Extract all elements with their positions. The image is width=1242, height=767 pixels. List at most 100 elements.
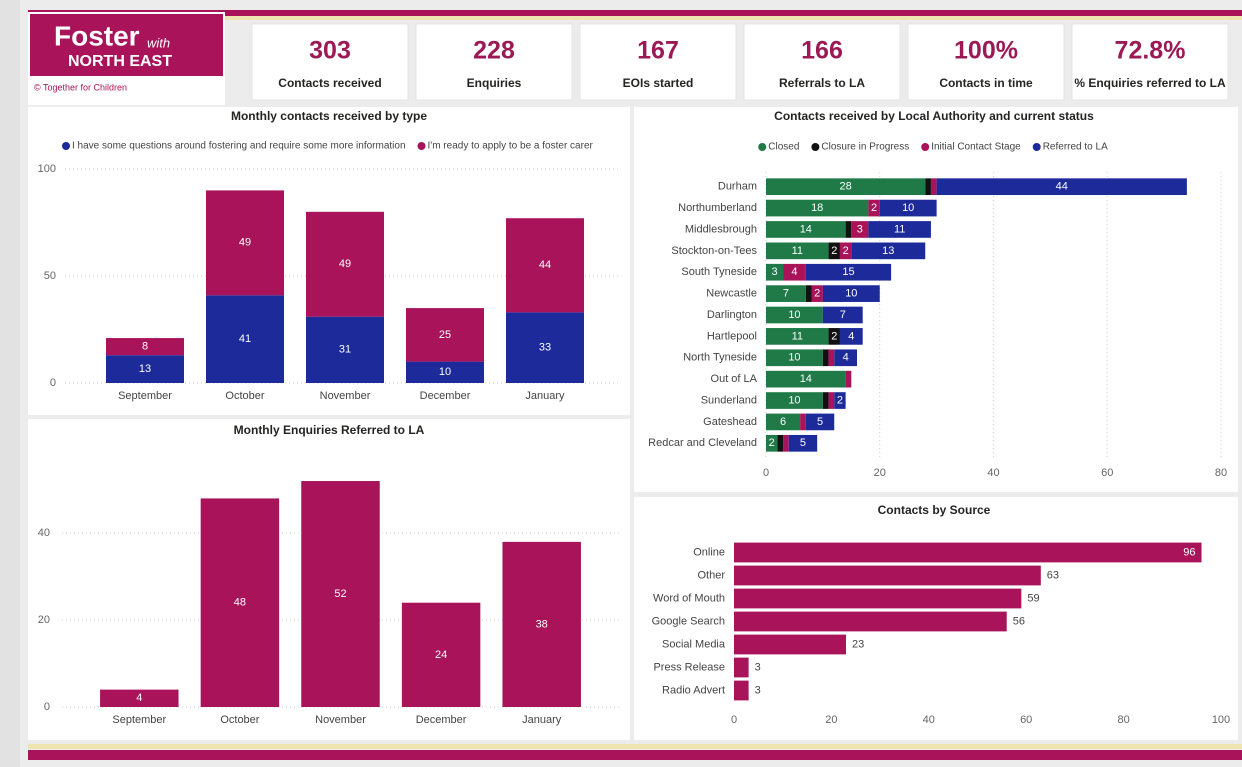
value-label: 2 [831, 330, 837, 342]
value-label: 2 [871, 202, 877, 214]
panel [634, 107, 1238, 492]
bar [766, 349, 823, 367]
legend-swatch [921, 143, 930, 151]
legend-label: Referred to LA [1043, 142, 1108, 153]
legend-label: Closure in Progress [821, 142, 909, 153]
legend-swatch [1032, 143, 1041, 151]
x-tick-label: January [522, 714, 562, 726]
y-tick-label: Other [697, 569, 725, 581]
x-tick-label: September [112, 714, 166, 726]
top-band [28, 10, 1242, 16]
logo-region: NORTH EAST [68, 53, 172, 70]
value-label: 41 [239, 333, 251, 345]
bar [766, 221, 846, 238]
y-tick-label: Google Search [652, 615, 725, 627]
value-label: 10 [788, 394, 800, 406]
value-label: 13 [139, 363, 151, 375]
bar [822, 349, 829, 367]
value-label: 24 [435, 649, 447, 661]
bar [805, 413, 835, 431]
value-label: 4 [791, 266, 797, 278]
bar [406, 361, 484, 383]
bar [777, 434, 784, 452]
bar [734, 634, 847, 655]
bar [845, 221, 852, 238]
bar [506, 218, 584, 313]
value-label: 10 [439, 366, 451, 378]
y-tick-label: 0 [44, 701, 50, 713]
value-label: 2 [831, 245, 837, 257]
kpi-label: Referrals to LA [779, 76, 865, 90]
value-label: 14 [800, 373, 812, 385]
bar [306, 316, 384, 383]
y-tick-label: Hartlepool [707, 330, 757, 342]
bar [301, 481, 380, 707]
logo-credit: © Together for Children [34, 82, 127, 92]
bar [834, 349, 857, 367]
bar [734, 588, 1022, 609]
kpi-value: 228 [473, 37, 515, 65]
bar [800, 413, 806, 431]
y-tick-label: 100 [38, 163, 56, 175]
bar [811, 285, 823, 302]
y-tick-label: Redcar and Cleveland [648, 437, 757, 449]
legend-label: I'm ready to apply to be a foster carer [428, 141, 594, 152]
bar [783, 263, 806, 281]
value-label: 11 [894, 223, 905, 235]
x-tick-label: 20 [825, 714, 837, 726]
x-tick-label: January [525, 390, 565, 402]
side-strip [0, 0, 20, 767]
bar [788, 434, 818, 452]
legend-label: Initial Contact Stage [931, 142, 1021, 153]
value-label: 23 [852, 638, 864, 650]
bar [734, 657, 749, 678]
kpi-label: Enquiries [467, 76, 522, 90]
bar [766, 263, 784, 281]
value-label: 10 [845, 288, 857, 300]
bar [766, 242, 829, 260]
value-label: 11 [792, 245, 803, 257]
bar [306, 211, 384, 317]
y-tick-label: Newcastle [706, 288, 757, 300]
legend-label: Closed [768, 142, 799, 153]
bar [766, 328, 829, 345]
bar [936, 178, 1187, 196]
kpi-value: 72.8% [1115, 37, 1186, 65]
value-label: 3 [755, 661, 761, 673]
bar [766, 199, 869, 217]
value-label: 2 [769, 437, 775, 449]
x-tick-label: 0 [731, 714, 737, 726]
value-label: 15 [842, 266, 854, 278]
kpi-card [743, 23, 901, 101]
kpi-card [251, 23, 409, 101]
logo-foster: Foster [54, 20, 140, 51]
bar [734, 542, 1202, 563]
kpi-value: 167 [637, 37, 679, 65]
y-tick-label: Darlington [707, 309, 757, 321]
value-label: 3 [771, 266, 777, 278]
value-label: 2 [814, 288, 820, 300]
y-tick-label: Sunderland [701, 394, 757, 406]
bar [879, 199, 937, 217]
x-tick-label: 60 [1020, 714, 1032, 726]
x-tick-label: 100 [1212, 714, 1230, 726]
y-tick-label: Northumberland [678, 202, 757, 214]
bottom-line [28, 744, 1242, 749]
bar [206, 295, 284, 383]
bar [822, 392, 829, 409]
value-label: 59 [1027, 592, 1039, 604]
value-label: 14 [800, 223, 812, 235]
bar [822, 306, 863, 324]
chart-title: Contacts received by Local Authority and… [774, 109, 1094, 123]
x-tick-label: 0 [763, 467, 769, 479]
y-tick-label: Out of LA [711, 373, 758, 385]
value-label: 33 [539, 342, 551, 354]
value-label: 7 [840, 309, 846, 321]
x-tick-label: December [416, 714, 467, 726]
x-tick-label: September [118, 390, 172, 402]
bar [828, 392, 835, 409]
bar [822, 285, 880, 302]
bar [766, 413, 801, 431]
kpi-value: 100% [954, 37, 1018, 65]
y-tick-label: North Tyneside [683, 352, 757, 364]
